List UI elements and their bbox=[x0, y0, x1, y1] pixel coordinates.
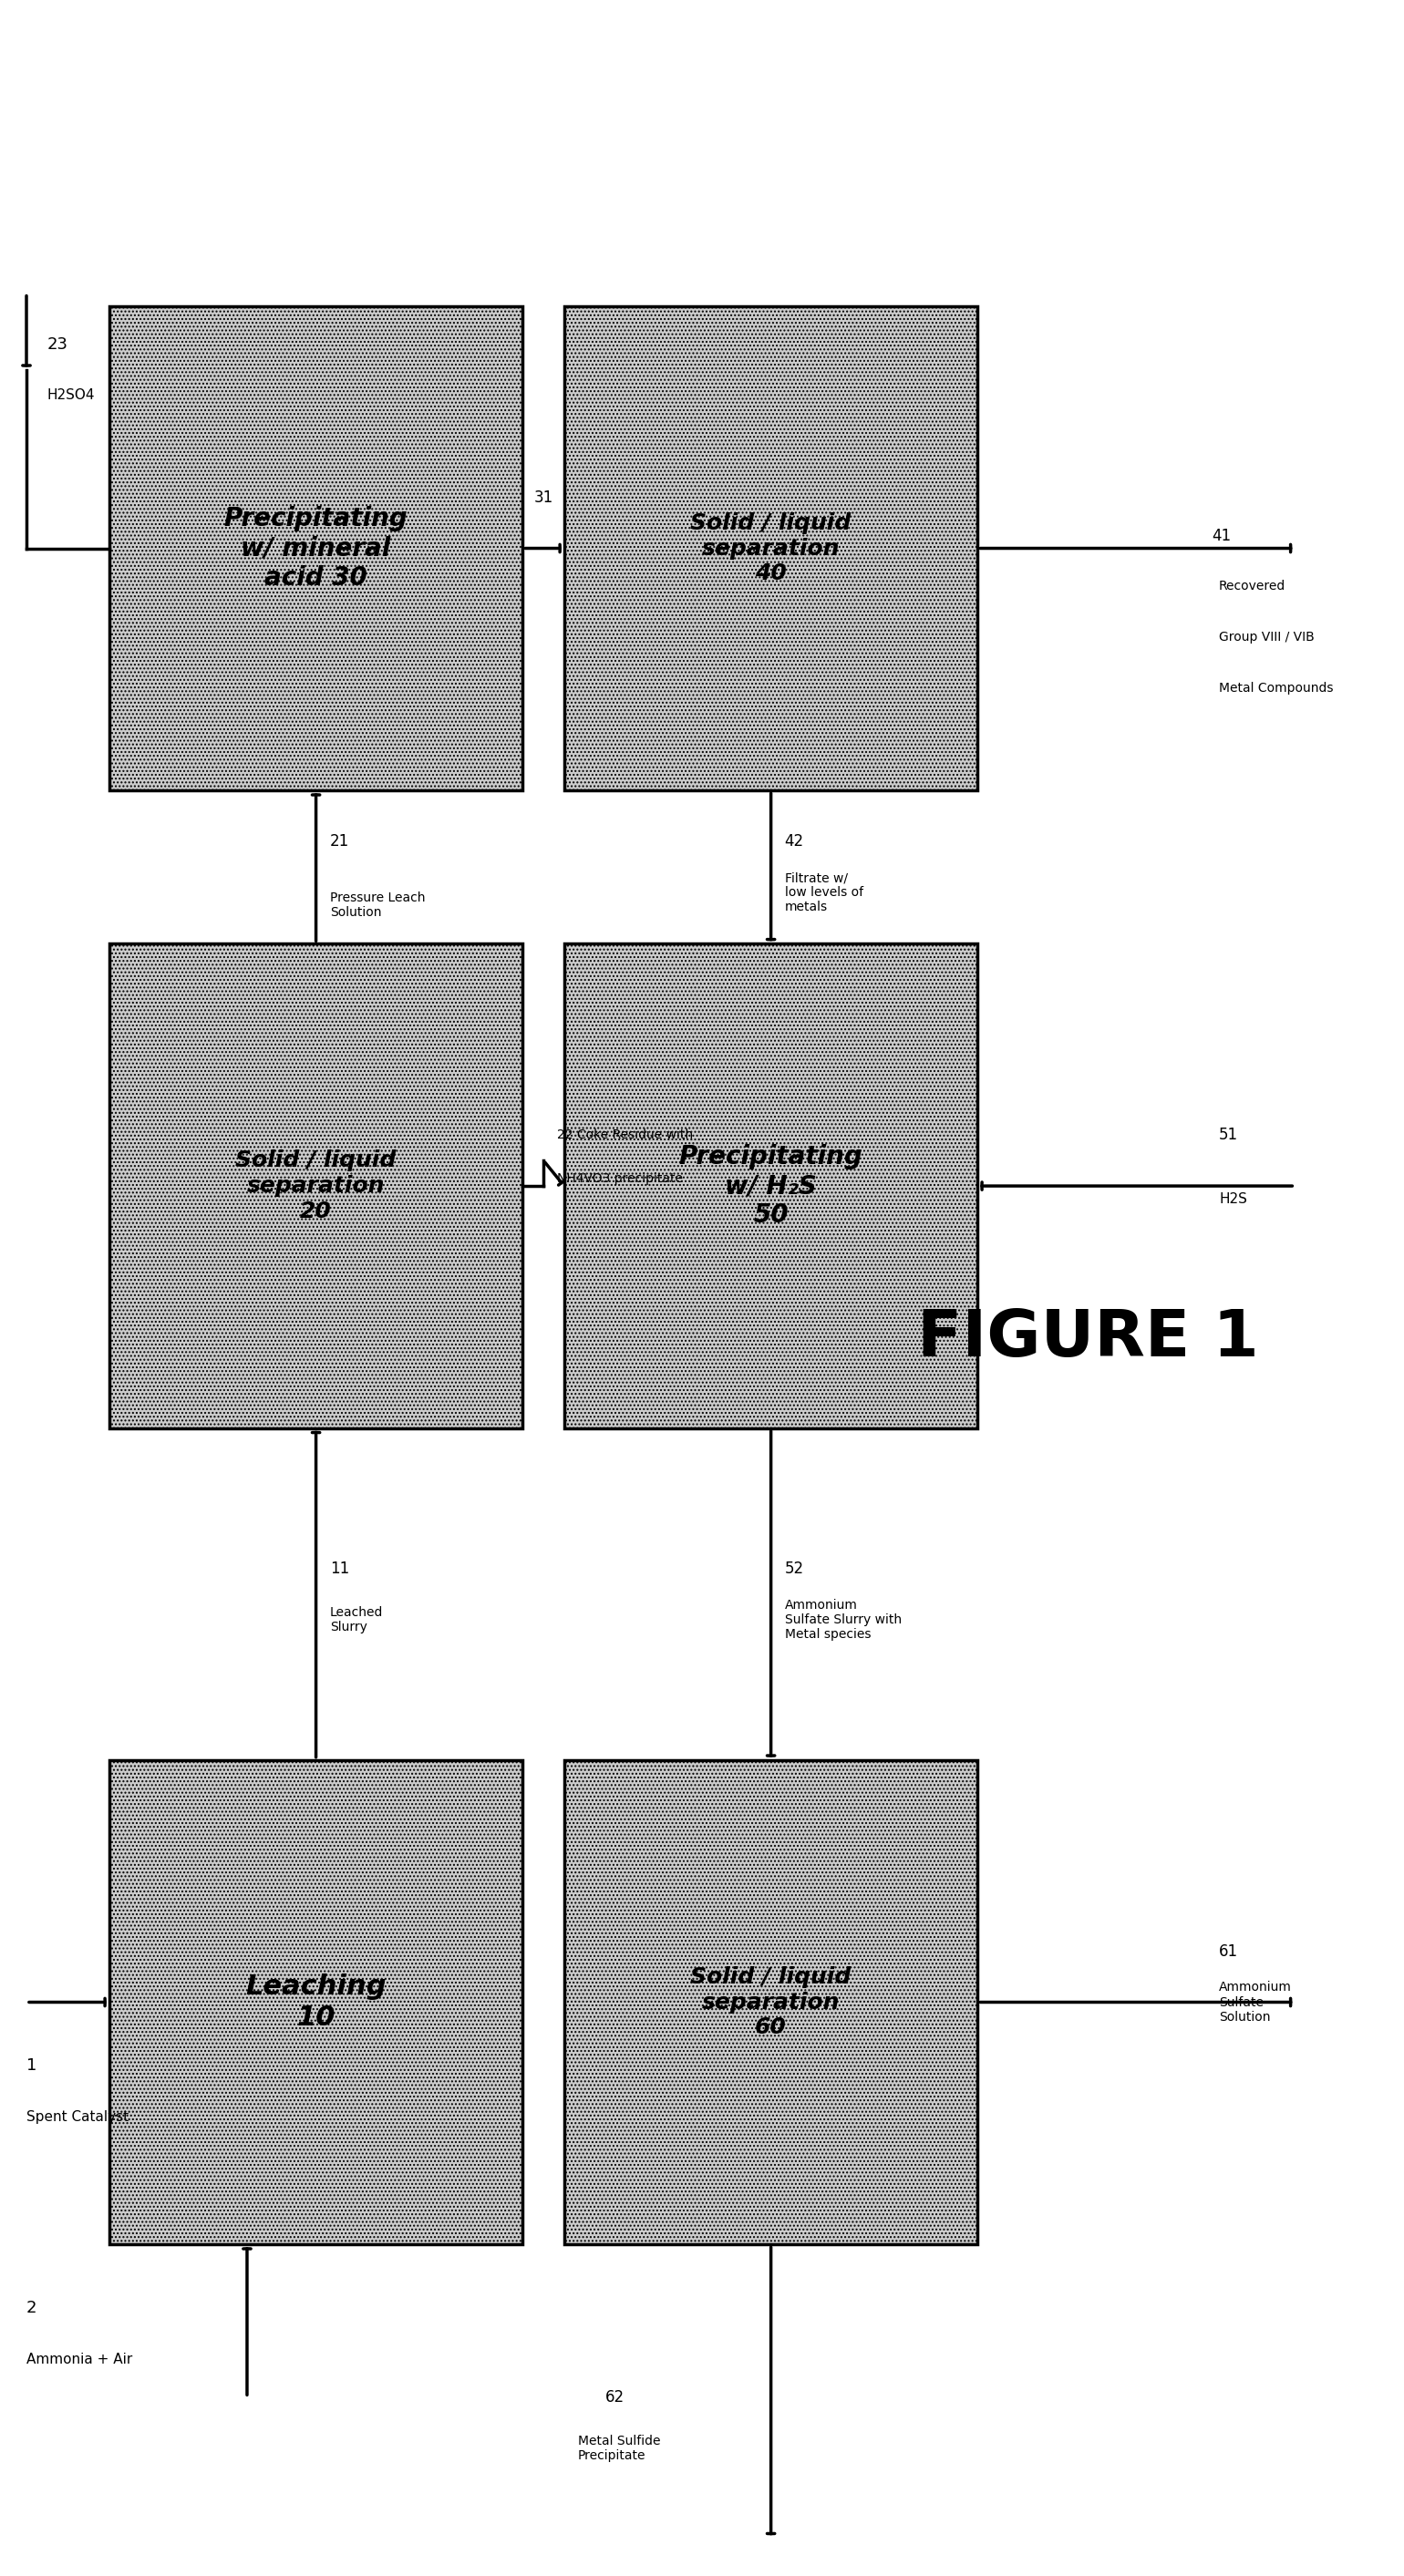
Text: Precipitating
w/ mineral
acid 30: Precipitating w/ mineral acid 30 bbox=[225, 505, 409, 590]
Text: 21: 21 bbox=[330, 835, 350, 850]
Text: Ammonia + Air: Ammonia + Air bbox=[27, 2352, 132, 2367]
Text: H2SO4: H2SO4 bbox=[48, 389, 95, 402]
Text: 52: 52 bbox=[785, 1561, 804, 1577]
Text: Ammonium
Sulfate
Solution: Ammonium Sulfate Solution bbox=[1219, 1981, 1292, 2022]
Text: 62: 62 bbox=[605, 2391, 625, 2406]
FancyBboxPatch shape bbox=[110, 307, 522, 791]
Text: Pressure Leach
Solution: Pressure Leach Solution bbox=[330, 891, 425, 920]
Text: Solid / liquid
separation
20: Solid / liquid separation 20 bbox=[236, 1149, 396, 1221]
Text: 11: 11 bbox=[330, 1561, 350, 1577]
FancyBboxPatch shape bbox=[564, 307, 977, 791]
Text: 22 Coke Residue with: 22 Coke Residue with bbox=[557, 1128, 694, 1141]
FancyBboxPatch shape bbox=[564, 1759, 977, 2244]
Text: Spent Catalyst: Spent Catalyst bbox=[27, 2110, 129, 2123]
FancyBboxPatch shape bbox=[110, 1759, 522, 2244]
Text: Solid / liquid
separation
40: Solid / liquid separation 40 bbox=[691, 513, 851, 585]
Text: Precipitating
w/ H₂S
50: Precipitating w/ H₂S 50 bbox=[680, 1144, 863, 1229]
Text: 61: 61 bbox=[1219, 1942, 1238, 1960]
Text: Ammonium
Sulfate Slurry with
Metal species: Ammonium Sulfate Slurry with Metal speci… bbox=[785, 1600, 901, 1641]
Text: H2S: H2S bbox=[1219, 1193, 1247, 1206]
Text: 41: 41 bbox=[1212, 528, 1231, 544]
FancyBboxPatch shape bbox=[564, 943, 977, 1427]
Text: NH4VO3 precipitate: NH4VO3 precipitate bbox=[557, 1172, 684, 1185]
Text: Filtrate w/
low levels of
metals: Filtrate w/ low levels of metals bbox=[785, 871, 863, 914]
Text: 23: 23 bbox=[48, 335, 69, 353]
Text: Leached
Slurry: Leached Slurry bbox=[330, 1605, 383, 1633]
Text: Recovered: Recovered bbox=[1219, 580, 1286, 592]
FancyBboxPatch shape bbox=[110, 943, 522, 1427]
Text: FIGURE 1: FIGURE 1 bbox=[917, 1309, 1259, 1370]
Text: 42: 42 bbox=[785, 835, 804, 850]
Text: Group VIII / VIB: Group VIII / VIB bbox=[1219, 631, 1314, 644]
Text: 2: 2 bbox=[27, 2300, 37, 2316]
Text: 1: 1 bbox=[27, 2058, 37, 2074]
Text: Solid / liquid
separation
60: Solid / liquid separation 60 bbox=[691, 1965, 851, 2038]
Text: 51: 51 bbox=[1219, 1126, 1238, 1144]
Text: 31: 31 bbox=[534, 489, 553, 505]
Text: Metal Compounds: Metal Compounds bbox=[1219, 683, 1334, 696]
Text: Leaching
10: Leaching 10 bbox=[246, 1973, 386, 2030]
Text: Metal Sulfide
Precipitate: Metal Sulfide Precipitate bbox=[578, 2434, 660, 2463]
